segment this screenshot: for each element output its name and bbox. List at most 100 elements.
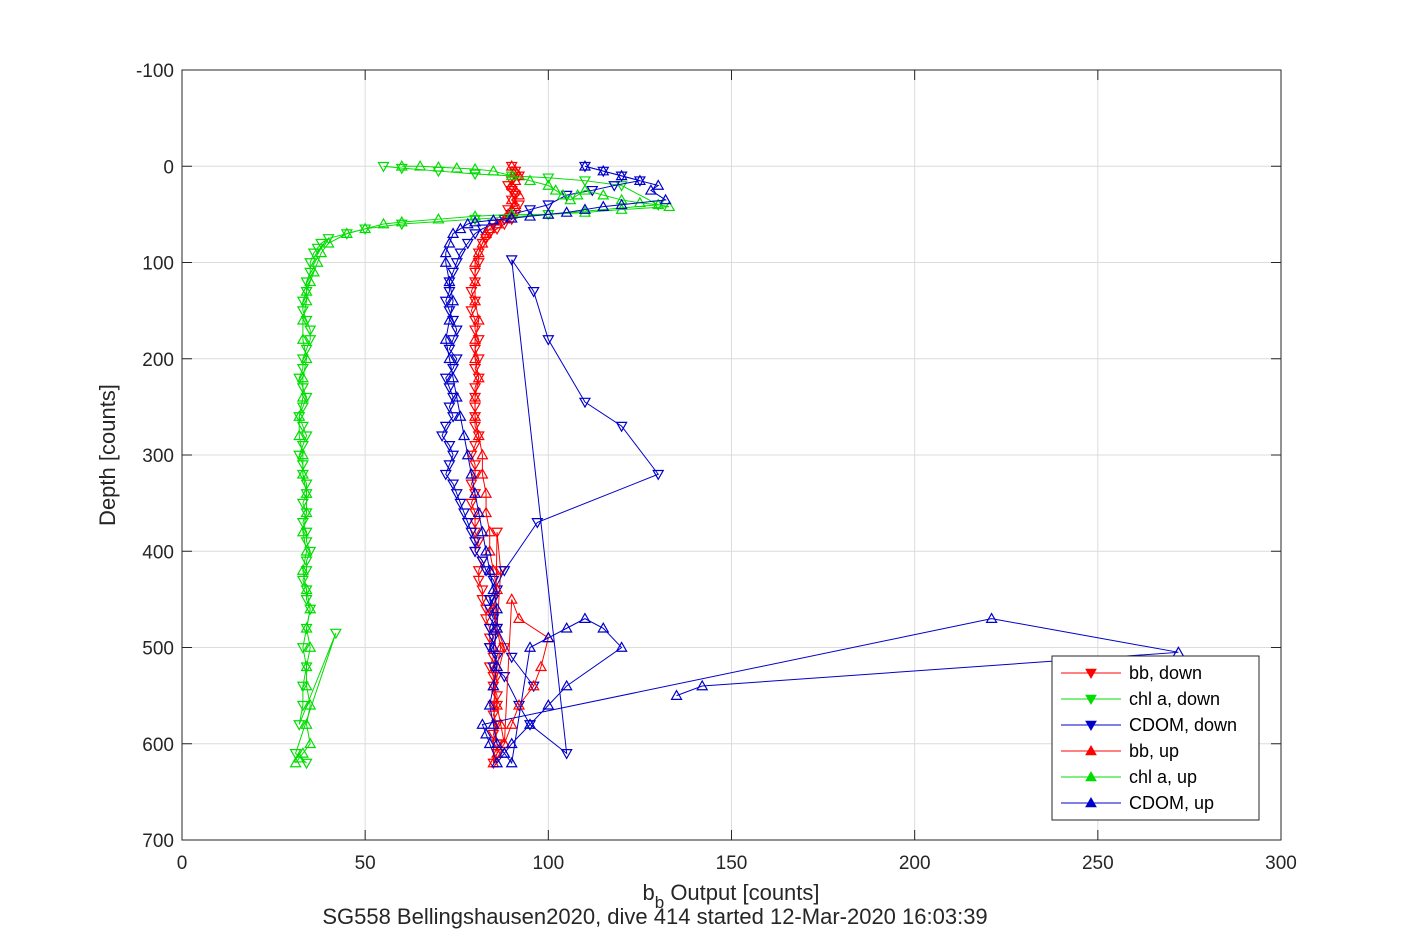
x-tick-label: 200 [899,853,931,874]
data-point [447,479,460,491]
data-point [476,556,489,568]
data-point [447,371,460,383]
data-point [359,222,372,234]
data-point [608,181,621,192]
data-point [542,699,555,710]
data-point [465,287,478,298]
data-point [476,525,489,537]
data-point [296,364,309,375]
data-point [469,546,482,558]
data-point [480,506,493,518]
data-point [296,448,309,460]
data-point [304,737,317,749]
data-point [300,537,313,548]
data-point [494,718,507,729]
data-point [469,315,482,327]
data-point [469,392,482,404]
data-point [472,566,485,577]
data-point [549,184,562,195]
data-point [296,518,309,529]
data-point [480,566,493,577]
data-point [615,198,628,210]
data-point [469,275,482,287]
data-point [487,575,500,587]
data-point [296,468,309,479]
data-point [527,287,540,298]
data-point [469,537,482,548]
data-point [578,184,592,195]
data-point [300,294,313,306]
data-point [300,506,313,518]
data-point [293,720,306,731]
data-point [304,699,317,710]
data-point [439,469,452,481]
data-point [296,564,309,575]
data-point [659,193,672,205]
data-point [300,583,313,595]
data-point [443,287,456,298]
data-point [300,679,313,691]
data-point [443,402,456,414]
data-point [472,373,485,385]
data-point [527,679,540,691]
data-point [447,364,460,375]
data-point [469,352,482,364]
data-point [498,566,511,577]
data-point [300,527,313,539]
data-point [450,489,463,500]
y-tick-label: 200 [142,350,174,371]
data-point [300,352,313,364]
data-point [469,210,482,221]
data-point [293,751,306,763]
data-point [304,267,317,279]
data-point [304,602,317,614]
legend-marker [1085,744,1097,756]
data-point [465,468,478,479]
x-tick-label: 150 [716,853,748,874]
data-point [454,248,467,260]
legend-marker [1085,694,1097,706]
data-point [293,410,306,421]
data-point [293,373,306,385]
data-point [480,614,493,625]
data-point [487,633,500,645]
data-point [439,373,452,385]
data-point [300,431,313,442]
y-tick-label: 400 [142,542,174,563]
data-point [472,354,485,365]
data-point [505,593,518,604]
data-point [483,525,496,537]
data-point [560,679,573,691]
data-point [296,402,309,414]
data-point [472,506,485,518]
y-tick-label: 300 [142,446,174,467]
x-tick-label: 50 [355,853,376,874]
data-point [443,237,456,248]
data-point [304,604,317,616]
data-point [293,412,306,423]
data-point [414,160,427,171]
data-point [307,265,320,277]
data-point [300,660,313,672]
data-point [480,545,493,556]
data-point [578,206,592,217]
data-point [476,237,489,248]
legend-box [1051,655,1260,821]
data-point [296,371,309,383]
data-point [465,479,478,491]
data-point [498,672,511,683]
data-point [652,179,665,190]
data-point [578,612,592,623]
data-point [289,749,302,760]
data-point [300,623,313,635]
data-point [289,756,302,768]
data-point [300,344,313,356]
data-point [443,441,456,452]
data-point [395,219,408,231]
data-point [322,237,335,248]
data-point [487,164,500,176]
data-point [377,161,390,173]
data-point [597,164,610,176]
data-point [487,718,500,729]
